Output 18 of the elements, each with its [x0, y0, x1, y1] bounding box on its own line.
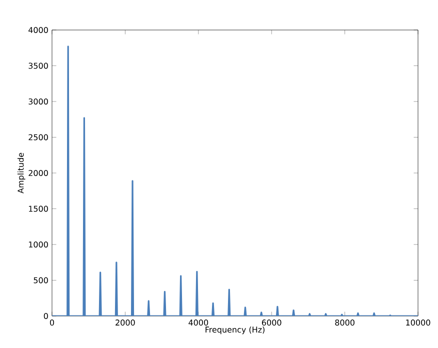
y-tick-label: 2500	[28, 134, 48, 140]
x-tick-label: 0	[50, 320, 54, 326]
y-tick-label: 3000	[28, 98, 48, 105]
y-tick-label: 0	[44, 312, 48, 320]
y-tick-label: 1500	[28, 206, 48, 212]
line-series	[52, 46, 418, 316]
x-axis-title: Frequency (Hz)	[206, 326, 264, 334]
y-tick-label: 1000	[28, 241, 48, 248]
x-tick-label: 6000	[262, 320, 282, 326]
y-tick-label: 4000	[28, 26, 48, 34]
x-tick-label: 10000	[406, 320, 430, 326]
x-tick-label: 8000	[335, 320, 354, 326]
y-tick-label: 500	[34, 277, 48, 284]
y-tick-label: 3500	[28, 62, 48, 69]
x-tick-label: 4000	[188, 320, 208, 326]
y-tick-label: 2000	[28, 170, 48, 176]
y-axis-title: Amplitude	[18, 152, 26, 194]
x-tick-label: 2000	[116, 320, 135, 326]
